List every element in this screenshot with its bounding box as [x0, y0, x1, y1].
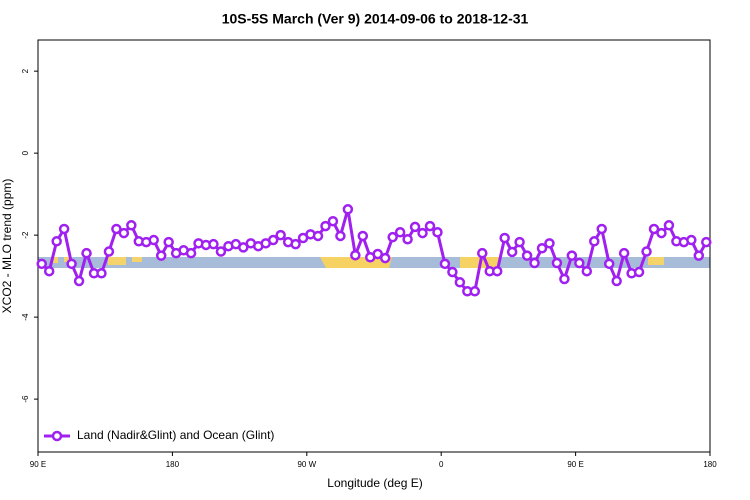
data-point — [342, 204, 354, 215]
land-band — [648, 257, 664, 265]
data-point — [536, 243, 548, 254]
data-point — [611, 275, 622, 287]
data-point — [559, 273, 570, 285]
plot-frame — [37, 39, 711, 453]
y-tick-label: 0 — [21, 150, 30, 155]
y-axis-label: XCO2 - MLO trend (ppm) — [0, 179, 14, 314]
data-point — [514, 236, 525, 248]
data-point — [43, 265, 55, 277]
data-point — [596, 223, 607, 235]
data-point — [454, 277, 466, 288]
data-point — [491, 265, 503, 277]
data-point — [155, 250, 167, 261]
data-point — [656, 227, 667, 239]
data-point — [111, 223, 122, 235]
data-point — [58, 223, 70, 235]
legend-marker — [51, 430, 63, 442]
data-point — [469, 286, 481, 297]
data-point — [238, 242, 249, 253]
x-tick-label: 0 — [439, 460, 444, 469]
x-axis-label: Longitude (deg E) — [327, 476, 422, 490]
data-point — [633, 266, 645, 278]
x-tick-label: 90 W — [297, 460, 316, 469]
data-point — [81, 247, 92, 259]
data-point — [350, 249, 361, 261]
data-point — [693, 250, 705, 261]
x-tick-label: 90 E — [567, 460, 583, 469]
data-point — [618, 247, 630, 259]
data-point — [66, 258, 77, 270]
data-point — [409, 221, 421, 233]
data-point — [424, 220, 436, 232]
land-band — [108, 257, 126, 265]
legend-label: Land (Nadir&Glint) and Ocean (Glint) — [77, 428, 274, 442]
data-point — [574, 257, 585, 269]
data-point — [417, 227, 428, 239]
data-point — [379, 252, 391, 264]
legend: Land (Nadir&Glint) and Ocean (Glint) — [44, 428, 274, 442]
data-point — [267, 234, 279, 246]
data-point — [439, 258, 451, 270]
data-point — [641, 246, 652, 257]
land-band — [64, 257, 72, 262]
data-point — [215, 246, 227, 257]
data-point — [387, 231, 398, 243]
data-point — [320, 220, 331, 232]
data-point — [603, 258, 615, 270]
data-point — [521, 250, 533, 261]
data-point — [51, 236, 62, 247]
data-point — [327, 215, 339, 227]
data-point — [544, 238, 555, 249]
chart-title: 10S-5S March (Ver 9) 2014-09-06 to 2018-… — [222, 11, 529, 27]
data-point — [447, 266, 458, 278]
x-tick-label: 180 — [703, 460, 717, 469]
data-point — [581, 265, 593, 277]
data-point — [432, 227, 443, 238]
data-point — [701, 236, 712, 248]
data-point — [73, 275, 85, 287]
data-point — [118, 227, 130, 239]
data-point — [506, 246, 518, 258]
data-point — [96, 268, 107, 279]
data-point — [312, 230, 324, 242]
land-band — [132, 257, 142, 262]
data-point — [499, 232, 510, 244]
data-point — [185, 247, 197, 259]
data-point — [566, 250, 578, 261]
data-point — [394, 227, 406, 238]
data-point — [357, 230, 369, 242]
data-point — [686, 234, 697, 246]
data-point — [275, 229, 286, 241]
y-tick-label: -4 — [21, 313, 30, 321]
y-tick-label: -6 — [21, 395, 30, 403]
x-tick-label: 90 E — [30, 460, 46, 469]
data-point — [290, 238, 301, 250]
x-tick-label: 180 — [166, 460, 180, 469]
data-point — [477, 247, 488, 259]
y-tick-label: 2 — [21, 68, 30, 73]
data-point — [663, 220, 675, 231]
data-point — [589, 236, 600, 247]
data-point — [103, 246, 115, 257]
data-point — [335, 230, 346, 242]
data-point — [163, 236, 174, 248]
data-point — [648, 223, 660, 235]
data-point — [402, 233, 413, 245]
data-point — [126, 220, 137, 231]
data-point — [551, 257, 563, 269]
land-band — [52, 257, 58, 263]
data-point — [36, 258, 47, 270]
data-point — [372, 248, 383, 260]
y-tick-label: -2 — [21, 231, 30, 239]
data-point — [148, 234, 159, 246]
data-point — [208, 238, 219, 250]
data-point — [529, 257, 540, 269]
